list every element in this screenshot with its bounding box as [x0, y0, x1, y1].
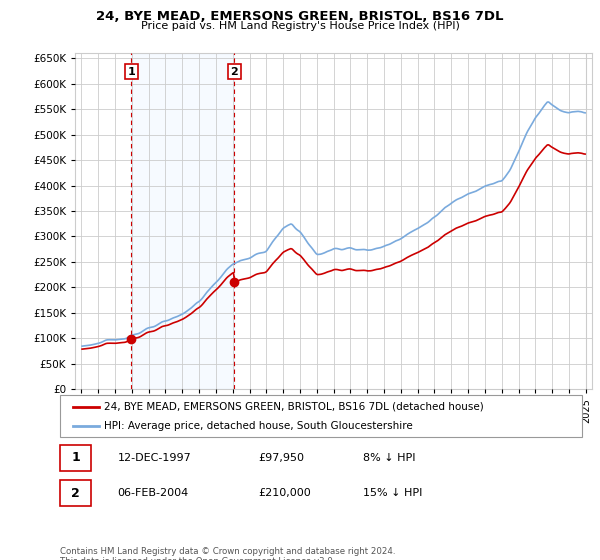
Text: 2: 2 — [71, 487, 80, 500]
Text: 06-FEB-2004: 06-FEB-2004 — [118, 488, 188, 498]
Bar — [60, 445, 91, 471]
Text: Price paid vs. HM Land Registry's House Price Index (HPI): Price paid vs. HM Land Registry's House … — [140, 21, 460, 31]
Text: Contains HM Land Registry data © Crown copyright and database right 2024.
This d: Contains HM Land Registry data © Crown c… — [60, 547, 395, 560]
Text: 24, BYE MEAD, EMERSONS GREEN, BRISTOL, BS16 7DL (detached house): 24, BYE MEAD, EMERSONS GREEN, BRISTOL, B… — [104, 402, 484, 412]
Text: 12-DEC-1997: 12-DEC-1997 — [118, 453, 191, 463]
Text: HPI: Average price, detached house, South Gloucestershire: HPI: Average price, detached house, Sout… — [104, 421, 413, 431]
Text: 15% ↓ HPI: 15% ↓ HPI — [363, 488, 422, 498]
Text: £97,950: £97,950 — [259, 453, 304, 463]
Bar — [60, 480, 91, 506]
Text: 1: 1 — [71, 451, 80, 464]
Text: 8% ↓ HPI: 8% ↓ HPI — [363, 453, 415, 463]
Bar — [131, 53, 235, 389]
Text: 2: 2 — [230, 67, 238, 77]
Text: 24, BYE MEAD, EMERSONS GREEN, BRISTOL, BS16 7DL: 24, BYE MEAD, EMERSONS GREEN, BRISTOL, B… — [96, 10, 504, 23]
Text: 1: 1 — [127, 67, 135, 77]
Text: £210,000: £210,000 — [259, 488, 311, 498]
